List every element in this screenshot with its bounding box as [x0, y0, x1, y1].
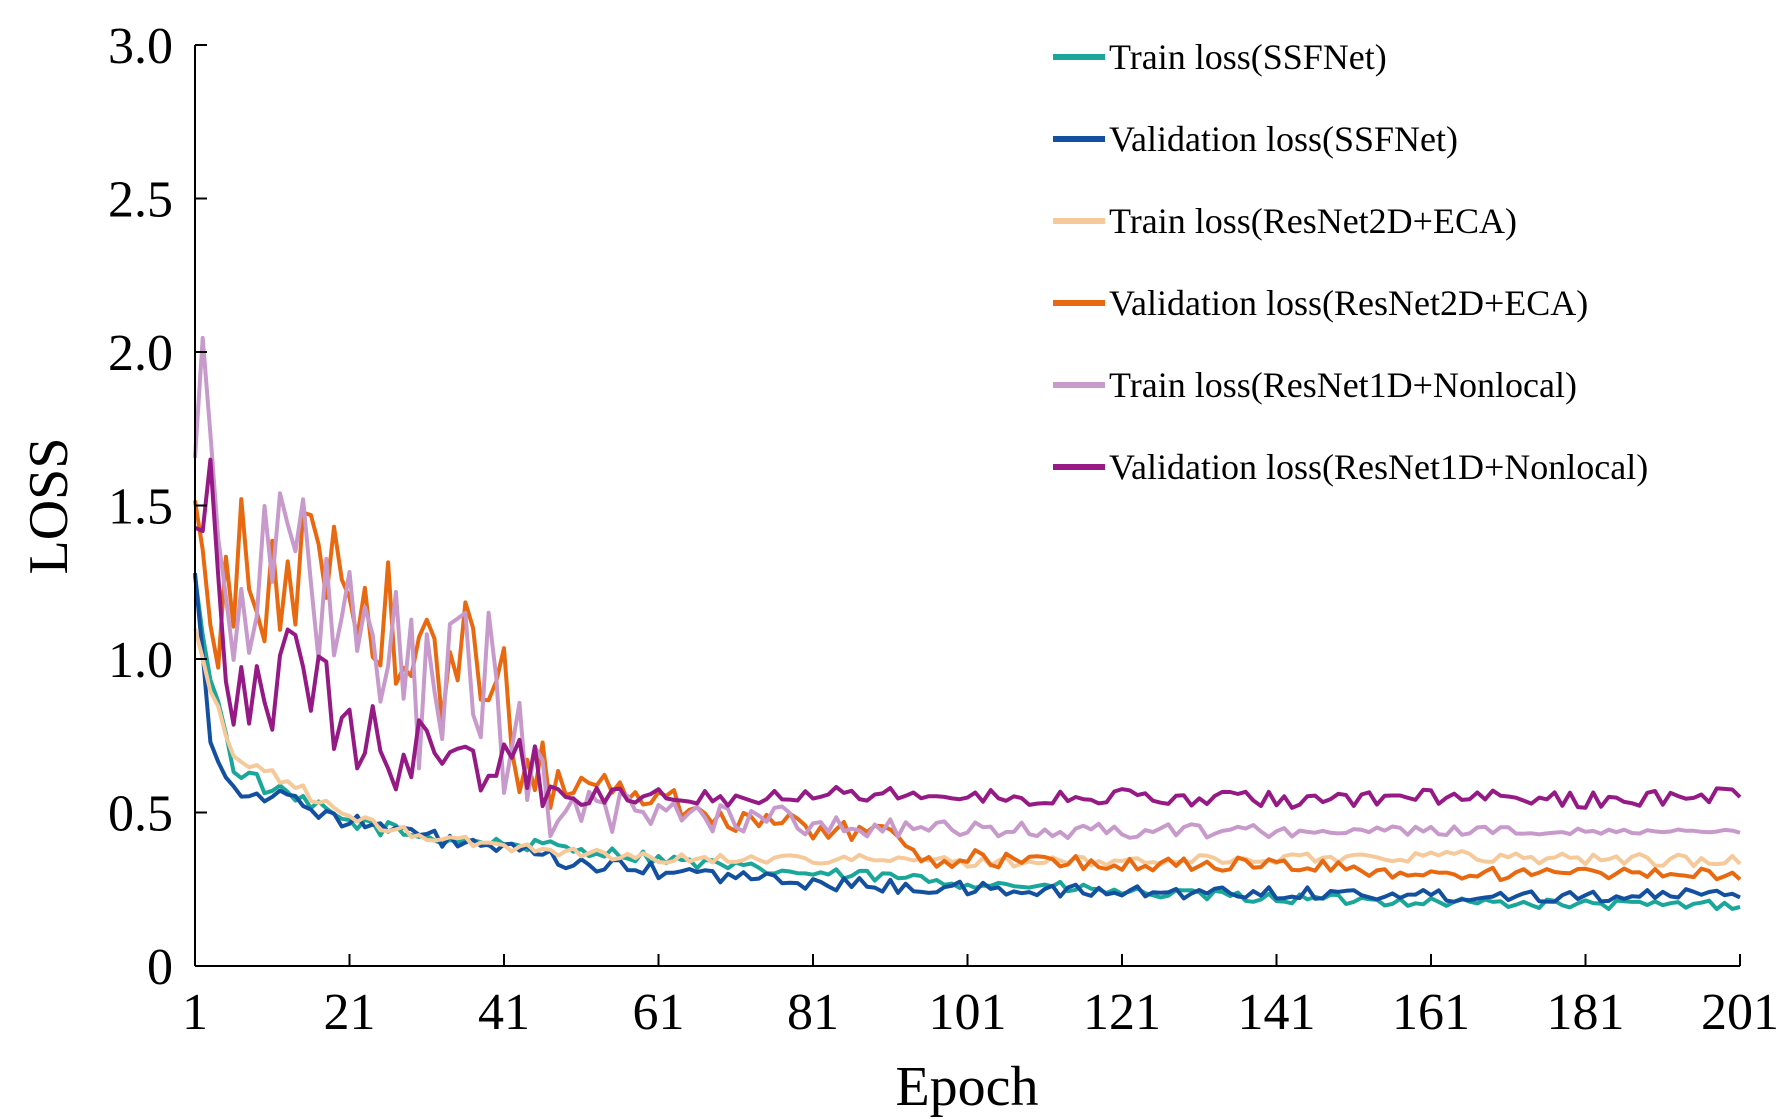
series-line-3 — [193, 628, 1742, 869]
series-line-4 — [193, 497, 1742, 883]
x-tick-label: 81 — [787, 984, 839, 1041]
legend-label: Validation loss(ResNet2D+ECA) — [1109, 283, 1588, 323]
series-layer — [193, 335, 1742, 912]
y-tick-label: 1.5 — [108, 479, 173, 536]
legend: Train loss(SSFNet) Validation loss(SSFNet… — [1053, 37, 1648, 487]
x-tick-label: 101 — [929, 984, 1007, 1041]
y-tick-label: 0.5 — [108, 786, 173, 843]
x-tick-label: 1 — [182, 984, 208, 1041]
legend-label: Train loss(SSFNet) — [1109, 37, 1387, 77]
x-axis-title: Epoch — [895, 1056, 1038, 1118]
y-tick-label: 0 — [147, 939, 173, 996]
series-line-5 — [193, 335, 1741, 840]
x-tick-label: 201 — [1701, 984, 1779, 1041]
legend-label: Train loss(ResNet1D+Nonlocal) — [1109, 365, 1577, 405]
ticks: 00.51.01.52.02.53.01 21 41 61 81 101 121 141 161… — [108, 18, 1779, 1041]
x-tick-label: 181 — [1547, 984, 1625, 1041]
x-tick-label: 161 — [1392, 984, 1470, 1041]
y-tick-label: 2.0 — [108, 325, 173, 382]
x-tick-label: 121 — [1083, 984, 1161, 1041]
x-tick-label: 141 — [1238, 984, 1316, 1041]
x-tick-label: 61 — [633, 984, 685, 1041]
y-tick-label: 1.0 — [108, 632, 173, 689]
y-tick-label: 2.5 — [108, 172, 173, 229]
x-tick-label: 41 — [478, 984, 530, 1041]
legend-label: Validation loss(SSFNet) — [1109, 119, 1458, 159]
series-line-6 — [194, 457, 1742, 810]
legend-label: Validation loss(ResNet1D+Nonlocal) — [1109, 447, 1648, 487]
y-tick-label: 3.0 — [108, 18, 173, 75]
y-axis-title: LOSS — [18, 438, 80, 575]
x-tick-label: 21 — [324, 984, 376, 1041]
legend-label: Train loss(ResNet2D+ECA) — [1109, 201, 1517, 241]
